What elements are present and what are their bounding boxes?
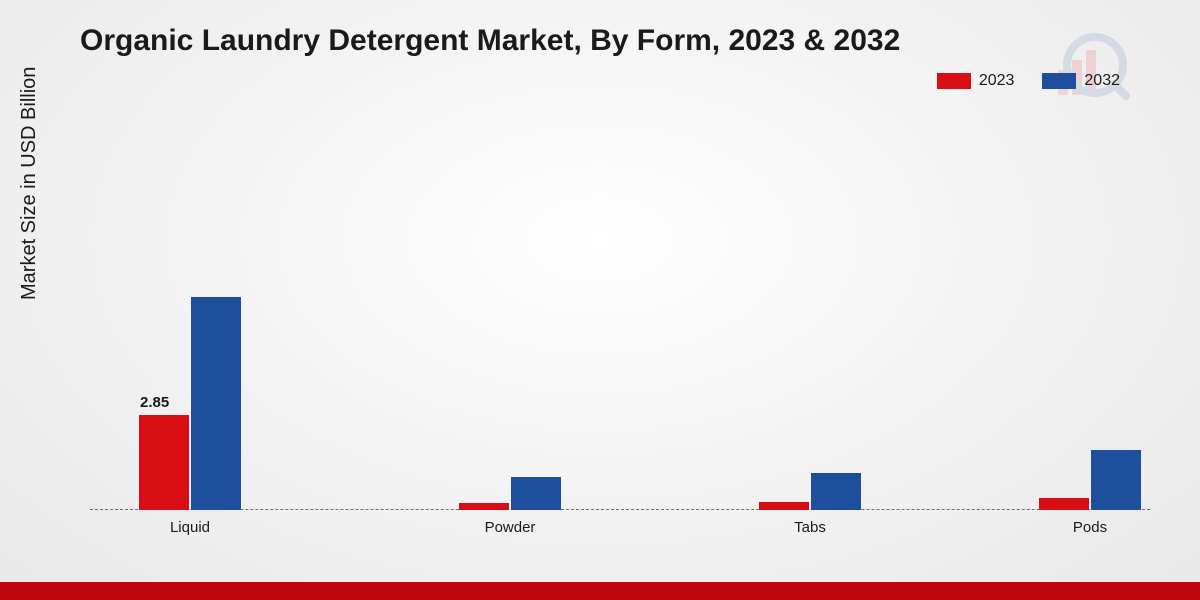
y-axis-label: Market Size in USD Billion bbox=[18, 67, 41, 300]
legend-swatch-2023 bbox=[937, 73, 971, 89]
legend: 2023 2032 bbox=[937, 72, 1120, 90]
legend-item-2032: 2032 bbox=[1042, 72, 1120, 90]
chart-title: Organic Laundry Detergent Market, By For… bbox=[80, 24, 900, 58]
bar bbox=[1039, 498, 1089, 510]
bar bbox=[511, 477, 561, 510]
x-category-label: Tabs bbox=[750, 519, 870, 536]
bar bbox=[139, 415, 189, 510]
legend-item-2023: 2023 bbox=[937, 72, 1015, 90]
legend-label-2023: 2023 bbox=[979, 72, 1015, 90]
x-category-label: Pods bbox=[1030, 519, 1150, 536]
bar bbox=[811, 473, 861, 510]
legend-swatch-2032 bbox=[1042, 73, 1076, 89]
footer-accent-bar bbox=[0, 582, 1200, 600]
x-category-label: Liquid bbox=[130, 519, 250, 536]
bar bbox=[759, 502, 809, 510]
bar-group bbox=[750, 473, 870, 510]
bar bbox=[459, 503, 509, 510]
bar bbox=[1091, 450, 1141, 510]
bar-value-label: 2.85 bbox=[140, 394, 169, 411]
bar-group bbox=[450, 477, 570, 510]
bar-group bbox=[1030, 450, 1150, 510]
legend-label-2032: 2032 bbox=[1084, 72, 1120, 90]
plot-area: Liquid Powder Tabs Pods 2.85 bbox=[90, 110, 1150, 540]
bar bbox=[191, 297, 241, 510]
x-category-label: Powder bbox=[450, 519, 570, 536]
